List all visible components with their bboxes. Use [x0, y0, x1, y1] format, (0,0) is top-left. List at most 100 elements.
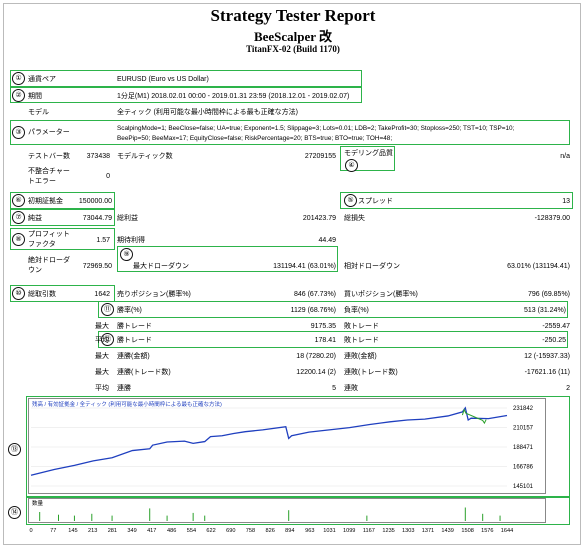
- cons-wins-label: 連勝(金額): [117, 353, 150, 360]
- x-tick-label: 1099: [343, 528, 355, 534]
- x-tick-label: 1235: [382, 528, 394, 534]
- highlight-box-2: [10, 87, 362, 103]
- gross-profit-value: 201423.79: [302, 215, 336, 222]
- deposit-value: 150000.00: [78, 198, 112, 205]
- cons-loss-value: -17621.16 (11): [524, 369, 570, 376]
- ticks-value: 27209155: [304, 153, 336, 160]
- x-tick-label: 1167: [363, 528, 375, 534]
- avg-win-label: 勝トレード: [117, 337, 152, 344]
- pf-label-2: ファクタ: [28, 241, 56, 248]
- highlight-box-10: [10, 285, 115, 302]
- mismatch-label-1: 不整合チャー: [28, 168, 70, 175]
- highlight-box-13: [26, 396, 570, 497]
- marker-2: ②: [12, 89, 25, 102]
- cons-loss-label: 連敗(トレード数): [344, 369, 398, 376]
- y-tick-label: 231842: [513, 406, 534, 412]
- gross-profit-label: 総利益: [117, 215, 138, 222]
- abs-dd-value: 72969.50: [82, 263, 112, 270]
- x-tick-label: 1031: [323, 528, 335, 534]
- params-value-line2: BeePip=50; BeeMax=17; EquityClose=false;…: [117, 135, 393, 142]
- x-tick-label: 349: [127, 528, 136, 534]
- marker-4: ④: [345, 159, 358, 172]
- x-tick-label: 281: [108, 528, 117, 534]
- marker-1: ①: [12, 72, 25, 85]
- cons-losses-label: 連敗(金額): [344, 353, 377, 360]
- avg-label: 平均: [95, 337, 109, 344]
- cons-profit-label: 連勝(トレード数): [117, 369, 171, 376]
- avg-loss-label: 敗トレード: [344, 337, 379, 344]
- avg-cons-label: 平均: [95, 385, 109, 392]
- max-win-label: 勝トレード: [117, 323, 152, 330]
- x-tick-label: 690: [226, 528, 235, 534]
- marker-7: ⑦: [12, 211, 25, 224]
- x-tick-label: 1371: [422, 528, 434, 534]
- max-win-value: 9175.35: [310, 323, 336, 330]
- long-value: 796 (69.85%): [527, 291, 570, 298]
- pf-label-1: プロフィット: [28, 231, 70, 238]
- marker-3: ③: [12, 126, 25, 139]
- marker-12: ⑫: [101, 333, 114, 346]
- highlight-box-5: [340, 192, 573, 209]
- highlight-box-4: [340, 146, 395, 171]
- marker-8: ⑧: [12, 233, 25, 246]
- x-tick-label: 554: [187, 528, 196, 534]
- expected-value: 44.49: [318, 237, 336, 244]
- avg-cons-losses-label: 連敗: [344, 385, 358, 392]
- volume-chart-svg: [39, 507, 501, 521]
- highlight-box-7: [10, 209, 115, 226]
- max-loss-value: -2559.47: [542, 323, 570, 330]
- volume-x-axis: 0 77 145 213 281 349 417 486 554 622 690 758 826 894 9…: [29, 528, 513, 534]
- mismatch-value: 0: [106, 173, 110, 180]
- x-tick-label: 145: [68, 528, 77, 534]
- y-tick-label: 210157: [513, 425, 534, 431]
- quality-value: n/a: [560, 153, 570, 160]
- marker-14: ⑭: [8, 506, 21, 519]
- chart-legend: 残高 / 有効証拠金 / 全ティック (利用可能な最小時間枠による最も正確な方法…: [32, 402, 222, 408]
- loss-rate-value: 513 (31.24%): [523, 307, 566, 314]
- marker-9: ⑨: [120, 248, 133, 261]
- avg-win-value: 178.41: [314, 337, 336, 344]
- equity-line: [461, 408, 487, 425]
- abs-dd-label-1: 絶対ドローダ: [28, 257, 70, 264]
- win-rate-label: 勝率(%): [117, 307, 142, 314]
- deposit-label: 初期証拠金: [28, 198, 63, 205]
- short-value: 846 (67.73%): [293, 291, 336, 298]
- x-tick-label: 417: [147, 528, 156, 534]
- highlight-box-9: [117, 246, 338, 272]
- highlight-box-11: [98, 301, 568, 318]
- cons-profit-value: 12200.14 (2): [296, 369, 336, 376]
- bars-label: テストバー数: [28, 153, 70, 160]
- x-tick-label: 1303: [402, 528, 414, 534]
- balance-chart: 残高 / 有効証拠金 / 全ティック (利用可能な最小時間枠による最も正確な方法…: [28, 398, 546, 494]
- max-dd-label: 最大ドローダウン: [133, 263, 189, 270]
- spread-label: スプレッド: [358, 198, 393, 205]
- highlight-box-3: [10, 120, 570, 145]
- ea-name: BeeScalper 改: [253, 29, 333, 44]
- x-tick-label: 0: [29, 528, 32, 534]
- highlight-box-1: [10, 70, 362, 87]
- x-tick-label: 213: [88, 528, 97, 534]
- rel-dd-value: 63.01% (131194.41): [507, 263, 570, 270]
- pair-label: 通貨ペア: [28, 76, 56, 83]
- params-label: パラメーター: [28, 129, 70, 136]
- net-value: 73044.79: [82, 215, 112, 222]
- net-label: 純益: [28, 215, 42, 222]
- mismatch-label-2: トエラー: [28, 178, 56, 185]
- marker-11: ⑪: [101, 303, 114, 316]
- server-info: TitanFX-02 (Build 1170): [246, 44, 340, 54]
- highlight-box-14: [26, 497, 570, 525]
- marker-10: ⑩: [12, 287, 25, 300]
- bars-value: 373438: [86, 153, 110, 160]
- y-tick-label: 145101: [513, 484, 534, 490]
- cons-label: 最大: [95, 353, 109, 360]
- spread-value: 13: [562, 198, 570, 205]
- volume-label: 数量: [32, 501, 44, 507]
- gross-loss-value: -128379.00: [534, 215, 570, 222]
- highlight-box-6: [10, 192, 115, 209]
- balance-chart-svg: 231842 210157 188471 166786 145101: [30, 406, 534, 490]
- expected-label: 期待利得: [117, 237, 145, 244]
- x-tick-label: 486: [167, 528, 176, 534]
- marker-6: ⑥: [12, 194, 25, 207]
- highlight-box-12: [98, 331, 568, 348]
- max-loss-label: 敗トレード: [344, 323, 379, 330]
